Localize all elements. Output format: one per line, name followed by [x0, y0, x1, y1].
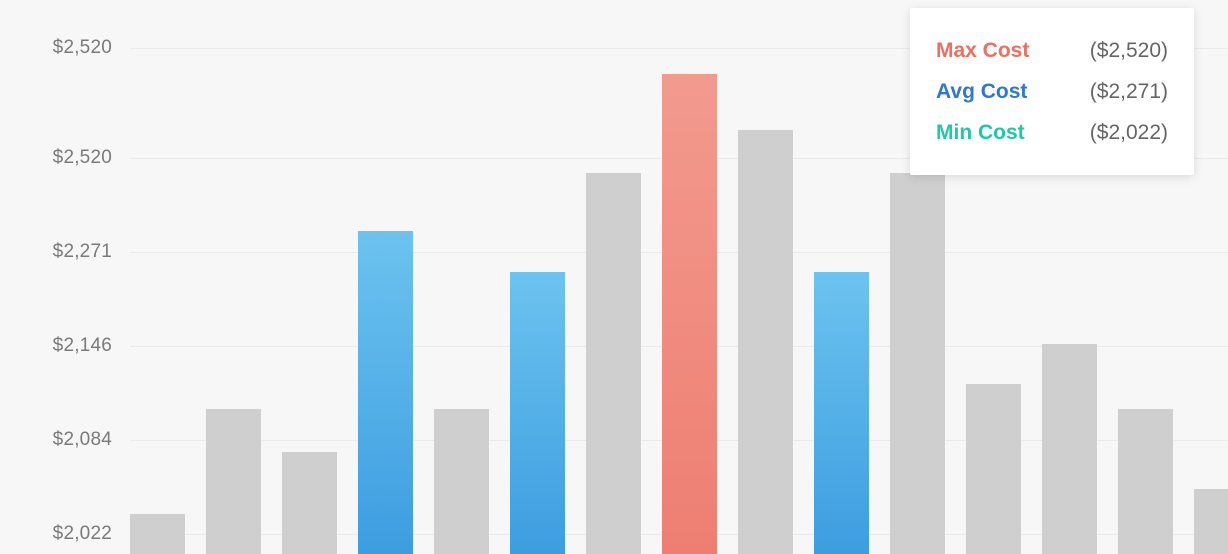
cost-bar-chart: $2,022 $2,084 $2,146 $2,271 $2,520 $2,52…	[0, 0, 1228, 554]
legend-value: ($2,520)	[1090, 40, 1168, 61]
legend-row-avg: Avg Cost ($2,271)	[936, 71, 1168, 112]
legend-value: ($2,271)	[1090, 81, 1168, 102]
bar-avg	[814, 272, 869, 554]
bar	[586, 173, 641, 554]
bar	[282, 452, 337, 554]
y-tick-label: $2,520	[53, 147, 112, 169]
legend-label: Avg Cost	[936, 81, 1027, 102]
legend-label: Min Cost	[936, 122, 1025, 143]
bar	[434, 409, 489, 554]
bar	[1042, 344, 1097, 554]
legend-card: Max Cost ($2,520) Avg Cost ($2,271) Min …	[910, 8, 1194, 175]
y-axis: $2,022 $2,084 $2,146 $2,271 $2,520 $2,52…	[0, 0, 130, 554]
bar	[966, 384, 1021, 554]
y-tick-label: $2,146	[53, 335, 112, 357]
y-tick-label: $2,084	[53, 429, 112, 451]
bar	[1194, 489, 1228, 554]
legend-row-min: Min Cost ($2,022)	[936, 112, 1168, 153]
bar	[130, 514, 185, 554]
bar	[206, 409, 261, 554]
bar	[890, 173, 945, 554]
legend-value: ($2,022)	[1090, 122, 1168, 143]
bar-max	[662, 74, 717, 554]
bar-avg	[510, 272, 565, 554]
legend-label: Max Cost	[936, 40, 1029, 61]
legend-row-max: Max Cost ($2,520)	[936, 30, 1168, 71]
bar	[738, 130, 793, 554]
bar-avg	[358, 231, 413, 554]
y-tick-label: $2,022	[53, 523, 112, 545]
y-tick-label: $2,520	[53, 37, 112, 59]
y-tick-label: $2,271	[53, 241, 112, 263]
bar	[1118, 409, 1173, 554]
